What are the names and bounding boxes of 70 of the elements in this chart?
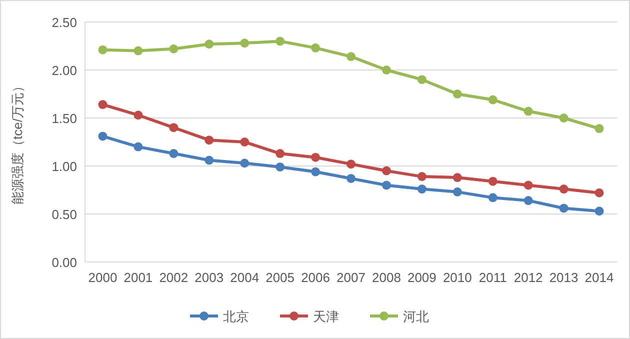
y-tick-label: 0.50 bbox=[52, 207, 77, 222]
y-tick-label: 2.50 bbox=[52, 15, 77, 30]
point bbox=[311, 43, 320, 52]
point bbox=[204, 156, 214, 165]
point bbox=[169, 123, 178, 132]
point bbox=[240, 38, 250, 48]
point bbox=[452, 187, 462, 196]
point bbox=[346, 174, 356, 183]
point bbox=[559, 204, 568, 213]
point bbox=[346, 160, 356, 169]
x-tick-label: 2010 bbox=[442, 270, 472, 285]
point bbox=[488, 176, 498, 186]
point bbox=[594, 188, 604, 198]
point bbox=[559, 184, 568, 194]
point bbox=[417, 75, 426, 84]
point bbox=[204, 40, 214, 49]
point bbox=[488, 193, 498, 202]
point bbox=[382, 180, 391, 190]
point bbox=[346, 52, 356, 62]
point bbox=[382, 66, 391, 74]
point bbox=[524, 180, 533, 190]
point bbox=[559, 114, 568, 122]
x-tick-label: 2003 bbox=[194, 270, 224, 285]
point bbox=[276, 36, 285, 46]
point bbox=[98, 45, 108, 54]
point bbox=[311, 167, 320, 176]
y-tick-label: 1.50 bbox=[52, 111, 77, 126]
x-tick-label: 2007 bbox=[336, 270, 366, 285]
point bbox=[98, 132, 108, 141]
x-tick-label: 2000 bbox=[88, 270, 118, 285]
point bbox=[276, 162, 285, 172]
x-tick-label: 2008 bbox=[372, 270, 401, 285]
x-tick-label: 2002 bbox=[159, 270, 188, 285]
x-tick-label: 2009 bbox=[407, 270, 436, 285]
point bbox=[240, 138, 250, 146]
point bbox=[417, 184, 426, 194]
point bbox=[134, 46, 143, 56]
point bbox=[134, 142, 143, 152]
y-tick-label: 0.00 bbox=[52, 255, 77, 270]
point bbox=[169, 44, 178, 54]
x-tick-label: 2012 bbox=[514, 270, 543, 285]
point bbox=[524, 196, 533, 206]
point bbox=[594, 124, 604, 134]
point bbox=[276, 149, 285, 158]
legend-label: 天津 bbox=[313, 309, 339, 324]
point bbox=[417, 172, 426, 182]
point bbox=[382, 166, 391, 176]
x-tick-label: 2005 bbox=[266, 270, 295, 285]
point bbox=[204, 136, 214, 145]
point bbox=[488, 95, 498, 104]
x-tick-label: 2011 bbox=[478, 270, 507, 285]
y-tick-label: 1.00 bbox=[52, 159, 77, 174]
x-tick-label: 2001 bbox=[124, 270, 153, 285]
legend-label: 河北 bbox=[403, 309, 429, 324]
point bbox=[240, 158, 250, 168]
point bbox=[98, 100, 108, 110]
y-tick-label: 2.00 bbox=[52, 63, 77, 78]
x-tick-label: 2014 bbox=[584, 270, 614, 285]
point bbox=[452, 173, 462, 182]
x-tick-label: 2006 bbox=[301, 270, 330, 285]
point bbox=[452, 90, 462, 98]
point bbox=[134, 110, 143, 120]
point bbox=[594, 206, 604, 216]
y-axis-title: 能源强度（tce/万元） bbox=[10, 80, 25, 204]
point bbox=[524, 106, 533, 116]
x-tick-label: 2013 bbox=[549, 270, 578, 285]
point bbox=[169, 149, 178, 158]
legend-label: 北京 bbox=[223, 309, 249, 324]
x-tick-label: 2004 bbox=[230, 270, 260, 285]
point bbox=[311, 152, 320, 162]
